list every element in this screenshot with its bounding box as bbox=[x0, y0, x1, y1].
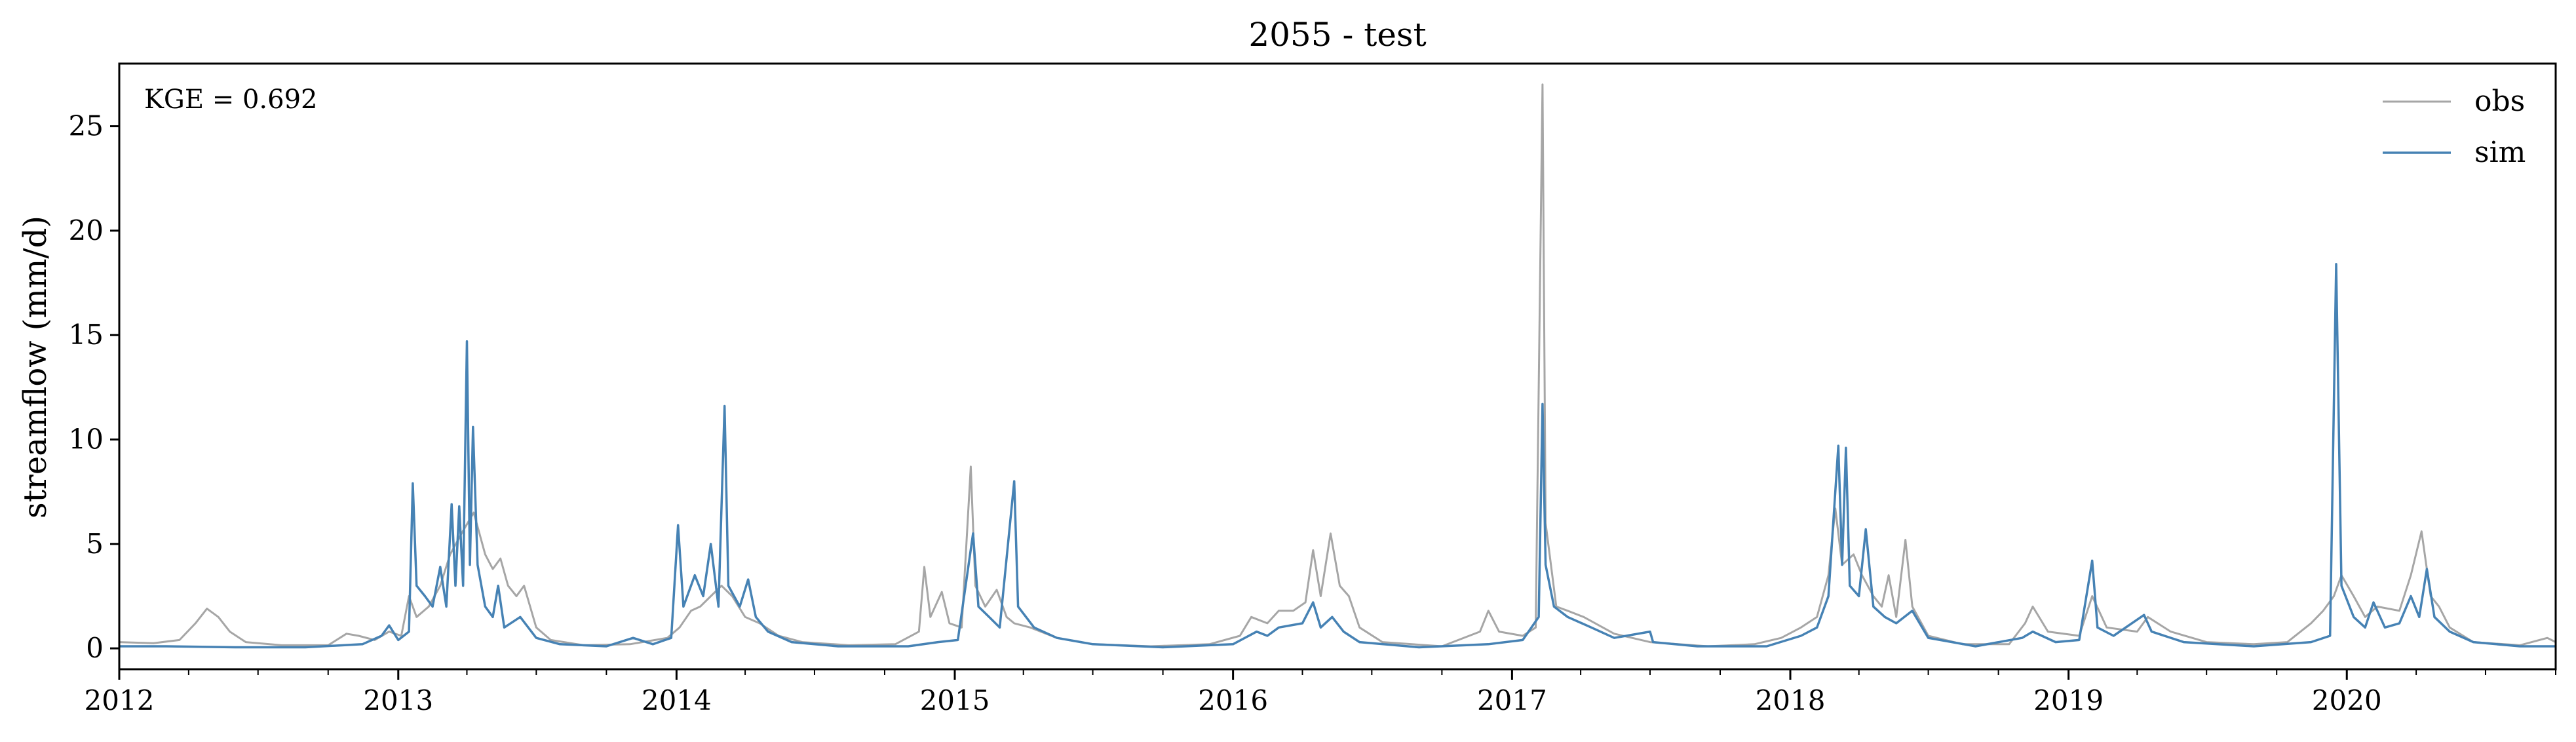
kge-annotation: KGE = 0.692 bbox=[144, 85, 318, 115]
x-tick-label: 2016 bbox=[1198, 684, 1268, 716]
series-line-obs bbox=[119, 83, 2556, 648]
y-tick-label: 20 bbox=[69, 214, 104, 246]
legend: obs sim bbox=[2383, 85, 2526, 169]
plot-frame bbox=[118, 62, 2557, 671]
y-tick-label: 15 bbox=[69, 319, 104, 351]
y-tick-label: 10 bbox=[69, 423, 104, 456]
series-layer bbox=[119, 83, 2556, 649]
y-axis-label: streamflow (mm/d) bbox=[17, 216, 54, 518]
x-tick-label: 2013 bbox=[363, 684, 433, 716]
series-line-sim bbox=[119, 263, 2556, 649]
x-tick-label: 2015 bbox=[920, 684, 990, 716]
x-tick-label: 2019 bbox=[2033, 684, 2104, 716]
x-tick-label: 2014 bbox=[642, 684, 712, 716]
y-tick-label: 0 bbox=[86, 632, 104, 664]
chart-title: 2055 - test bbox=[1248, 16, 1426, 54]
legend-label-obs: obs bbox=[2474, 85, 2525, 118]
x-tick-label: 2020 bbox=[2312, 684, 2382, 716]
x-tick-label: 2017 bbox=[1477, 684, 1547, 716]
y-tick-label: 5 bbox=[86, 528, 104, 560]
x-tick-label: 2018 bbox=[1756, 684, 1826, 716]
legend-label-sim: sim bbox=[2474, 136, 2526, 169]
y-tick-label: 25 bbox=[69, 110, 104, 142]
x-tick-label: 2012 bbox=[85, 684, 155, 716]
x-axis-ticks: 2012 2013 2014 2015 2016 2017 2018 2019 2020 bbox=[85, 669, 2556, 716]
y-axis-ticks: 0 5 10 15 20 25 bbox=[69, 110, 119, 664]
plot-area bbox=[118, 62, 2557, 671]
